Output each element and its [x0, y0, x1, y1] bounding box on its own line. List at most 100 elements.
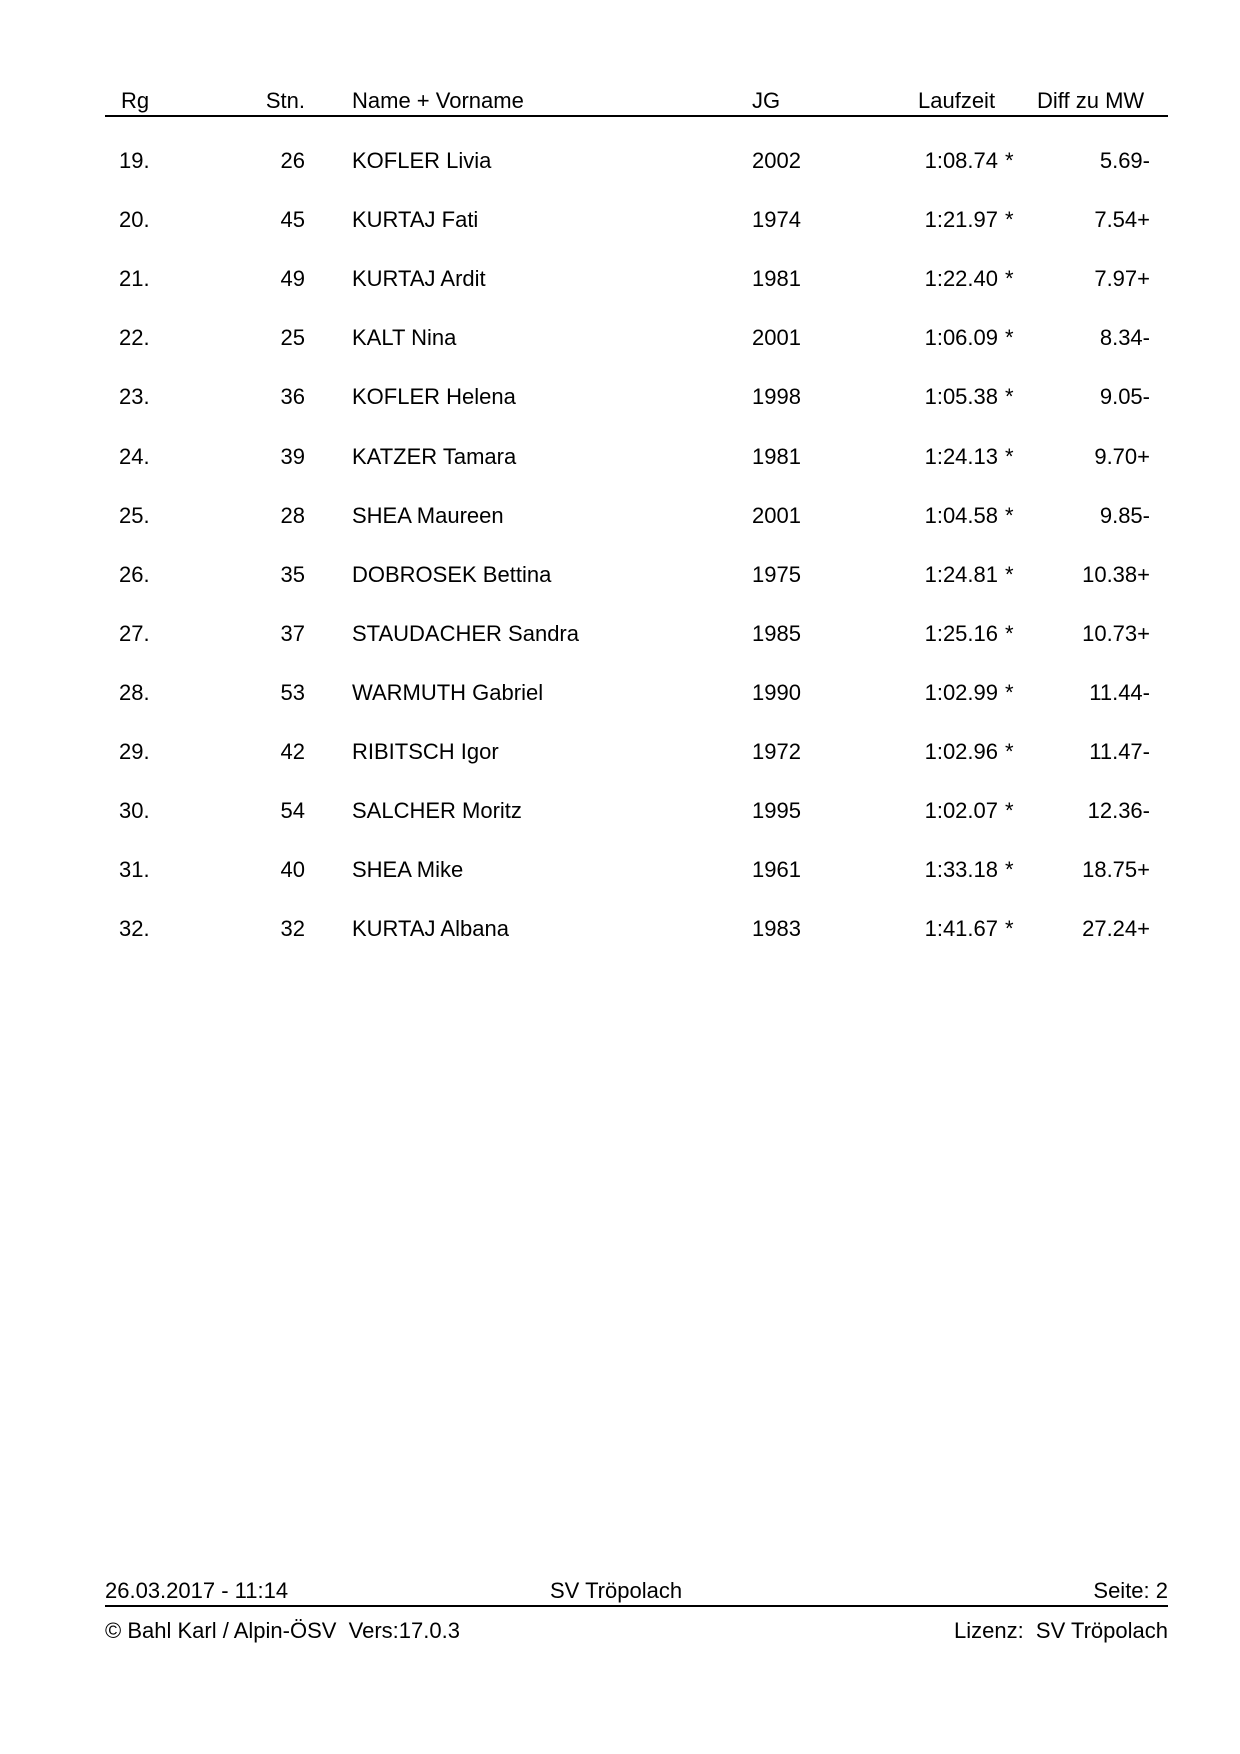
cell-year: 1972	[752, 739, 801, 764]
cell-name: DOBROSEK Bettina	[352, 561, 552, 587]
cell-mark: *	[1005, 561, 1014, 587]
cell-rank: 27.	[119, 620, 150, 646]
cell-mark: *	[1005, 857, 1014, 883]
cell-time: 1:02.96	[924, 739, 998, 764]
cell-rank: 26.	[119, 561, 150, 587]
cell-diff: 27.24+	[1082, 916, 1150, 942]
cell-time: 1:25.16	[924, 620, 998, 646]
cell-mark: *	[1005, 502, 1014, 528]
footer-divider	[105, 1605, 1168, 1607]
footer-datetime: 26.03.2017 - 11:14	[105, 1578, 289, 1603]
cell-name: KURTAJ Fati	[352, 207, 479, 233]
cell-diff: 7.54+	[1094, 207, 1150, 233]
cell-rank: 19.	[119, 148, 150, 173]
cell-rank: 31.	[119, 857, 150, 883]
cell-start-no: 25	[280, 325, 305, 351]
cell-mark: *	[1005, 207, 1014, 233]
cell-mark: *	[1005, 739, 1014, 764]
cell-time: 1:02.99	[924, 679, 998, 705]
cell-name: SHEA Mike	[352, 857, 464, 883]
cell-year: 1990	[752, 679, 801, 705]
cell-diff: 18.75+	[1082, 857, 1150, 883]
cell-time: 1:24.13	[924, 443, 998, 469]
cell-mark: *	[1005, 916, 1014, 942]
cell-diff: 5.69-	[1099, 148, 1150, 173]
cell-year: 2001	[752, 325, 801, 351]
cell-mark: *	[1005, 384, 1014, 410]
cell-mark: *	[1005, 266, 1014, 292]
cell-time: 1:22.40	[924, 266, 998, 292]
cell-mark: *	[1005, 798, 1014, 824]
cell-year: 1995	[752, 798, 801, 824]
cell-time: 1:08.74	[924, 148, 998, 173]
cell-name: KOFLER Helena	[352, 384, 516, 410]
cell-start-no: 54	[280, 798, 305, 824]
cell-year: 1961	[752, 857, 801, 883]
cell-start-no: 45	[280, 207, 305, 233]
footer-license: Lizenz: SV Tröpolach	[953, 1618, 1168, 1643]
cell-mark: *	[1005, 620, 1014, 646]
cell-start-no: 28	[280, 502, 305, 528]
cell-rank: 22.	[119, 325, 150, 351]
cell-year: 1985	[752, 620, 801, 646]
cell-name: KALT Nina	[352, 325, 457, 351]
cell-year: 2001	[752, 502, 801, 528]
cell-name: RIBITSCH Igor	[352, 739, 499, 764]
cell-diff: 9.85-	[1099, 502, 1150, 528]
footer-page: Seite: 2	[1093, 1578, 1168, 1603]
col-rank: Rg	[121, 88, 150, 113]
cell-year: 2002	[752, 148, 801, 173]
cell-year: 1998	[752, 384, 801, 410]
cell-diff: 11.47-	[1089, 739, 1150, 764]
cell-rank: 32.	[119, 916, 150, 942]
cell-start-no: 42	[280, 739, 305, 764]
cell-name: KATZER Tamara	[352, 443, 517, 469]
cell-time: 1:41.67	[924, 916, 998, 942]
col-name: Name + Vorname	[352, 88, 524, 113]
cell-diff: 9.70+	[1094, 443, 1150, 469]
cell-rank: 20.	[119, 207, 150, 233]
cell-mark: *	[1005, 148, 1014, 173]
cell-diff: 7.97+	[1094, 266, 1150, 292]
cell-rank: 24.	[119, 443, 150, 469]
cell-diff: 9.05-	[1099, 384, 1150, 410]
cell-name: SALCHER Moritz	[352, 798, 522, 824]
cell-start-no: 35	[280, 561, 305, 587]
cell-year: 1975	[752, 561, 801, 587]
cell-name: KURTAJ Albana	[352, 916, 509, 942]
cell-start-no: 39	[280, 443, 305, 469]
cell-diff: 10.38+	[1082, 561, 1150, 587]
cell-diff: 8.34-	[1099, 325, 1150, 351]
cell-start-no: 53	[280, 679, 305, 705]
cell-time: 1:33.18	[924, 857, 998, 883]
cell-rank: 29.	[119, 739, 150, 764]
cell-year: 1983	[752, 916, 801, 942]
cell-rank: 25.	[119, 502, 150, 528]
cell-time: 1:04.58	[924, 502, 998, 528]
cell-year: 1981	[752, 443, 801, 469]
cell-rank: 28.	[119, 679, 150, 705]
col-diff: Diff zu MW	[1037, 88, 1145, 113]
cell-time: 1:21.97	[924, 207, 998, 233]
cell-mark: *	[1005, 325, 1014, 351]
cell-rank: 23.	[119, 384, 150, 410]
cell-name: WARMUTH Gabriel	[352, 679, 544, 705]
cell-rank: 30.	[119, 798, 150, 824]
cell-name: SHEA Maureen	[352, 502, 504, 528]
cell-time: 1:02.07	[924, 798, 998, 824]
cell-name: KURTAJ Ardit	[352, 266, 486, 292]
header-divider	[105, 115, 1168, 117]
cell-diff: 12.36-	[1087, 798, 1150, 824]
col-year: JG	[752, 88, 781, 113]
col-start-no: Stn.	[265, 88, 305, 113]
footer-club: SV Tröpolach	[550, 1578, 683, 1603]
cell-year: 1974	[752, 207, 801, 233]
cell-mark: *	[1005, 443, 1014, 469]
cell-mark: *	[1005, 679, 1014, 705]
cell-start-no: 49	[280, 266, 305, 292]
footer-copyright: © Bahl Karl / Alpin-ÖSV Vers:17.0.3	[105, 1618, 460, 1643]
col-time: Laufzeit	[918, 88, 996, 113]
cell-start-no: 37	[280, 620, 305, 646]
cell-start-no: 40	[280, 857, 305, 883]
